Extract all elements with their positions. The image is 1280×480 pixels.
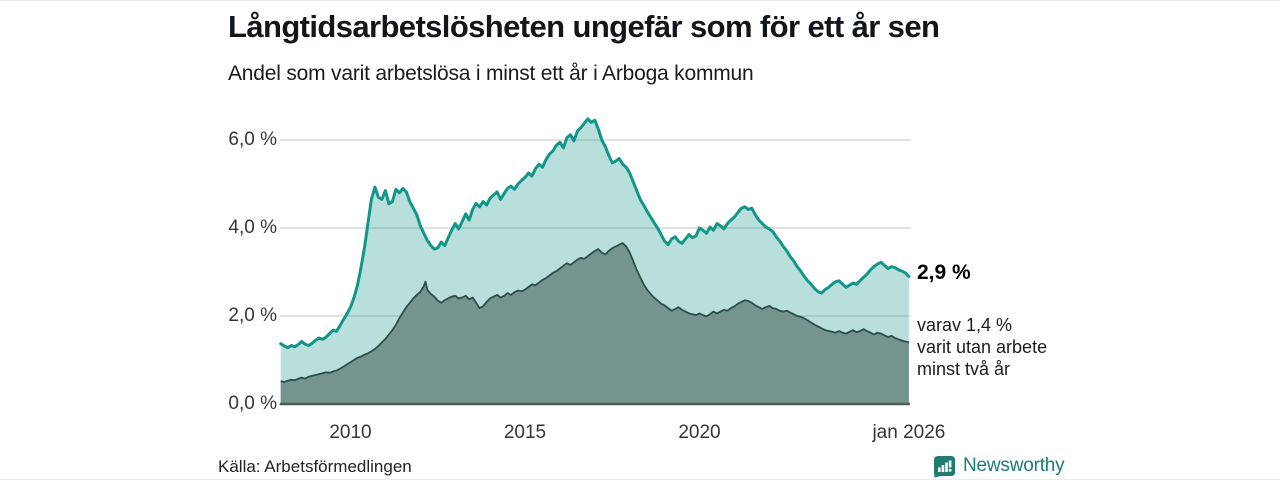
newsworthy-icon bbox=[934, 455, 955, 477]
secondary-value-line: varav 1,4 % bbox=[917, 315, 1013, 335]
x-tick-label: 2020 bbox=[678, 422, 721, 443]
chart-subtitle: Andel som varit arbetslösa i minst ett å… bbox=[228, 62, 754, 85]
secondary-value-label: varav 1,4 % varit utan arbete minst två … bbox=[917, 315, 1047, 381]
x-tick-label: 2015 bbox=[503, 422, 547, 443]
y-tick-label: 0,0 % bbox=[228, 393, 277, 414]
x-tick-label: 2010 bbox=[329, 422, 372, 443]
latest-value-label: 2,9 % bbox=[917, 261, 971, 284]
line-two-years bbox=[280, 242, 910, 383]
area-two-years bbox=[280, 243, 909, 404]
secondary-value-line: varit utan arbete bbox=[917, 336, 1048, 357]
y-tick-label: 4,0 % bbox=[228, 217, 277, 238]
source-credit: Källa: Arbetsförmedlingen bbox=[218, 457, 412, 476]
line-total-one-year bbox=[279, 117, 911, 350]
page-title: Långtidsarbetslösheten ungefär som för e… bbox=[228, 9, 940, 44]
brand-name: Newsworthy bbox=[963, 455, 1065, 476]
secondary-value-line: minst två år bbox=[917, 358, 1011, 379]
x-tick-label: jan 2026 bbox=[872, 422, 946, 443]
brand-logo[interactable]: Newsworthy bbox=[933, 453, 1065, 479]
y-tick-label: 6,0 % bbox=[228, 129, 277, 150]
y-tick-label: 2,0 % bbox=[228, 305, 277, 326]
